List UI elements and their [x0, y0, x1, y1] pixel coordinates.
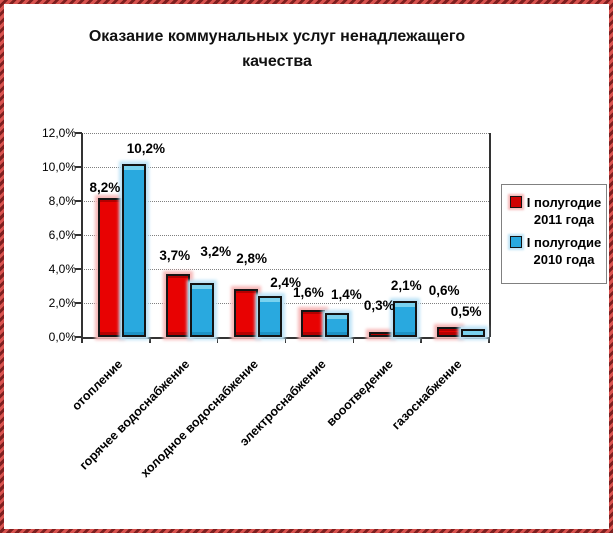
bar-series2-cat6: [461, 328, 486, 337]
y-axis-tick-label: 8,0%: [48, 194, 76, 208]
x-axis-tick: [216, 337, 219, 343]
bar-value-label: 2,1%: [390, 278, 422, 294]
bar-series1-cat6: [437, 326, 462, 337]
legend-label-line: 2011 года: [533, 212, 595, 227]
y-axis-tick-label: 12,0%: [41, 126, 76, 140]
plot-right-border: [489, 133, 491, 337]
bar-series2-cat4: [325, 313, 350, 337]
legend-label-line: 2010 года: [533, 252, 595, 267]
bar-value-label: 2,8%: [236, 251, 267, 267]
legend-swatch-icon: [510, 236, 522, 248]
category-label: вооотведение: [324, 357, 397, 430]
bar-series1-cat1: [97, 197, 122, 337]
bar-series2-cat5: [393, 301, 418, 337]
legend-label-line: I полугодие: [526, 235, 602, 250]
bar-series1-cat4: [301, 309, 326, 337]
bar-series2-cat3: [257, 296, 282, 337]
y-axis-tick-label: 6,0%: [48, 228, 76, 242]
legend-swatch-icon: [510, 196, 522, 208]
bar-series2-cat2: [189, 282, 214, 337]
x-axis-tick: [284, 337, 287, 343]
y-axis-line: [81, 133, 83, 337]
y-axis-tick-label: 10,0%: [41, 160, 76, 174]
bar-value-label: 3,7%: [159, 248, 191, 264]
legend-label-line: I полугодие: [526, 195, 602, 210]
legend-label: I полугодие 2010 года: [526, 234, 602, 268]
bar-value-label: 1,4%: [331, 287, 362, 303]
y-axis-tick-label: 2,0%: [48, 296, 76, 310]
bar-series1-cat3: [233, 289, 258, 337]
bar-value-label: 3,2%: [200, 243, 232, 259]
y-axis-tick-label: 4,0%: [48, 262, 76, 276]
x-axis-tick: [420, 337, 422, 343]
x-axis-tick: [149, 337, 151, 343]
x-axis-tick: [352, 337, 355, 343]
bar-value-label: 0,6%: [428, 282, 460, 298]
x-axis-tick: [81, 337, 83, 343]
category-label: холодное водоснабжение: [137, 357, 261, 481]
bar-series2-cat1: [121, 163, 146, 337]
category-label: газоснабжение: [388, 357, 465, 433]
chart-legend: I полугодие 2011 года I полугодие 2010 года: [501, 184, 607, 284]
chart-title: Оказание коммунальных услуг ненадлежащег…: [88, 28, 466, 70]
bar-value-label: 10,2%: [126, 140, 166, 156]
legend-label: I полугодие 2011 года: [526, 194, 602, 228]
bar-value-label: 1,6%: [293, 284, 324, 300]
bar-series1-cat2: [165, 274, 190, 337]
y-axis-tick-label: 0,0%: [48, 330, 76, 344]
bar-series1-cat5: [369, 331, 394, 337]
bar-value-label: 0,5%: [450, 303, 482, 319]
bar-value-label: 0,3%: [363, 297, 395, 313]
category-label: горячее водоснабжение: [77, 357, 193, 473]
x-axis-tick: [488, 337, 490, 343]
category-label: отопление: [68, 357, 125, 414]
legend-item-1: I полугодие 2011 года: [502, 194, 606, 228]
gridline-12,0%: [82, 132, 489, 134]
legend-item-2: I полугодие 2010 года: [502, 234, 606, 268]
bar-value-label: 8,2%: [89, 179, 121, 195]
